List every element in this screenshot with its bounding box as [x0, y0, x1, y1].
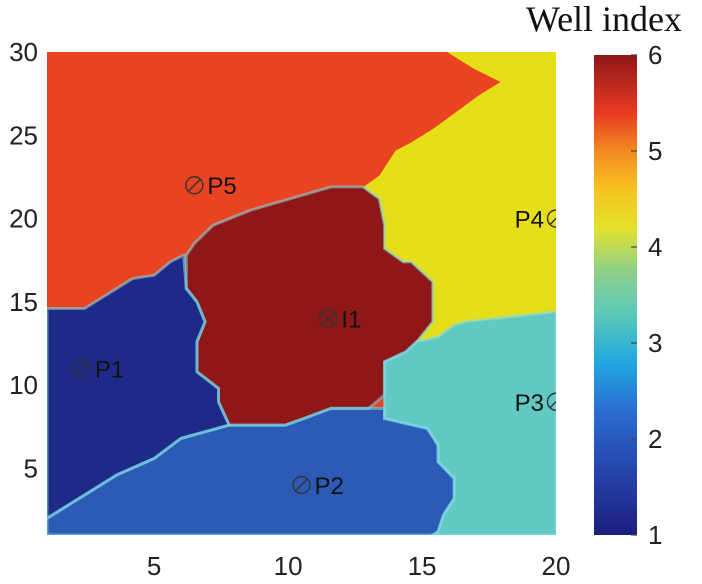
y-tick-label: 10: [9, 370, 38, 400]
y-tick-label: 5: [24, 453, 38, 483]
colorbar-title: Well index: [526, 0, 682, 39]
colorbar-tick-label: 1: [648, 520, 662, 550]
well-i1[interactable]: I1: [319, 306, 362, 333]
well-p2[interactable]: P2: [292, 473, 344, 500]
well-marker-p5: [185, 176, 204, 195]
colorbar-gradient: [594, 55, 637, 535]
colorbar-tick-label: 2: [648, 424, 662, 454]
colorbar: Well index 1 2 3 4 5 6: [526, 0, 682, 550]
well-marker-p1: [72, 359, 92, 378]
y-tick-label: 25: [9, 120, 38, 150]
region-boundary-p3: [383, 310, 556, 535]
well-marker-p4: [546, 209, 556, 228]
x-tick-label: 10: [274, 551, 303, 581]
colorbar-tick-label: 5: [648, 136, 662, 166]
well-p4[interactable]: P4: [515, 207, 565, 234]
well-marker-p2: [292, 475, 311, 495]
x-tick-label: 5: [147, 551, 161, 581]
well-marker-i1: [319, 309, 338, 328]
well-label-p3: P3: [515, 390, 544, 417]
well-label-p4: P4: [515, 207, 544, 234]
x-axis: 5 10 15 20: [147, 551, 571, 581]
well-label-p1: P1: [95, 356, 124, 383]
x-tick-label: 15: [408, 551, 437, 581]
x-tick-label: 20: [542, 551, 571, 581]
well-label-p5: P5: [207, 173, 236, 200]
colorbar-tick-label: 4: [648, 232, 662, 262]
colorbar-tick-label: 6: [648, 40, 662, 70]
y-tick-label: 15: [9, 287, 38, 317]
well-p3[interactable]: P3: [515, 390, 565, 417]
y-tick-label: 20: [9, 204, 38, 234]
y-axis: 5 10 15 20 25 30: [9, 37, 38, 483]
well-label-i1: I1: [341, 306, 361, 333]
well-marker-p3: [546, 392, 556, 411]
well-p1[interactable]: P1: [72, 356, 124, 383]
well-p5[interactable]: P5: [185, 173, 237, 200]
y-tick-label: 30: [9, 37, 38, 67]
colorbar-tick-label: 3: [648, 328, 662, 358]
heatmap-plot-area: P5 P4 I1 P1 P3 P2: [47, 52, 565, 535]
well-label-p2: P2: [315, 473, 344, 500]
